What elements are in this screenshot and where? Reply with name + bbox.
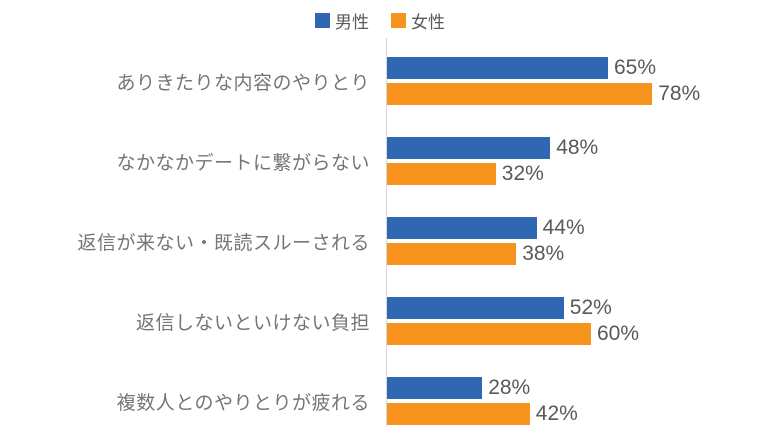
bar-female (387, 163, 496, 185)
value-label: 44% (542, 216, 585, 239)
bar-line-male: 44% (387, 216, 760, 239)
category-label: ありきたりな内容のやりとり (116, 72, 370, 94)
bar-group: 44% 38% (386, 216, 760, 265)
chart-plot-area: ありきたりな内容のやりとり 65% 78% なかなかデートに繋がらない 48% 32% 返信… (0, 41, 760, 428)
bar-line-male: 52% (387, 296, 760, 319)
value-label: 65% (614, 56, 657, 79)
bar-female (387, 403, 530, 425)
bar-line-female: 38% (387, 242, 760, 265)
legend-label-male: 男性 (335, 13, 369, 32)
bar-line-female: 42% (387, 402, 760, 425)
chart-row: 返信が来ない・既読スルーされる 44% 38% (0, 201, 760, 281)
bar-male (387, 217, 537, 239)
bar-male (387, 297, 564, 319)
bar-group: 48% 32% (386, 136, 760, 185)
bar-male (387, 137, 551, 159)
legend-label-female: 女性 (411, 13, 445, 32)
bar-female (387, 243, 517, 265)
chart-row: なかなかデートに繋がらない 48% 32% (0, 121, 760, 201)
legend-swatch-female-icon (391, 13, 406, 28)
category-label: なかなかデートに繋がらない (116, 152, 370, 174)
value-label: 42% (535, 402, 578, 425)
value-label: 32% (501, 162, 544, 185)
bar-group: 52% 60% (386, 296, 760, 345)
value-label: 78% (658, 82, 701, 105)
bar-line-male: 65% (387, 56, 760, 79)
chart-row: ありきたりな内容のやりとり 65% 78% (0, 41, 760, 121)
bar-male (387, 377, 483, 399)
bar-line-female: 78% (387, 82, 760, 105)
bar-line-male: 28% (387, 376, 760, 399)
value-label: 28% (488, 376, 531, 399)
bar-group: 28% 42% (386, 376, 760, 425)
bar-line-male: 48% (387, 136, 760, 159)
bar-line-female: 32% (387, 162, 760, 185)
chart-row: 複数人とのやりとりが疲れる 28% 42% (0, 361, 760, 428)
category-label: 返信が来ない・既読スルーされる (77, 232, 370, 254)
bar-male (387, 57, 608, 79)
category-label: 複数人とのやりとりが疲れる (116, 392, 370, 414)
value-label: 60% (597, 322, 640, 345)
legend-item-male: 男性 (315, 8, 369, 33)
category-label: 返信しないといけない負担 (135, 312, 370, 334)
y-axis-line (386, 38, 387, 426)
bar-line-female: 60% (387, 322, 760, 345)
legend-swatch-male-icon (315, 13, 330, 28)
chart-legend: 男性 女性 (0, 8, 760, 33)
value-label: 38% (522, 242, 565, 265)
bar-female (387, 323, 591, 345)
value-label: 48% (556, 136, 599, 159)
legend-item-female: 女性 (391, 8, 445, 33)
bar-female (387, 83, 653, 105)
chart-row: 返信しないといけない負担 52% 60% (0, 281, 760, 361)
value-label: 52% (569, 296, 612, 319)
bar-group: 65% 78% (386, 56, 760, 105)
